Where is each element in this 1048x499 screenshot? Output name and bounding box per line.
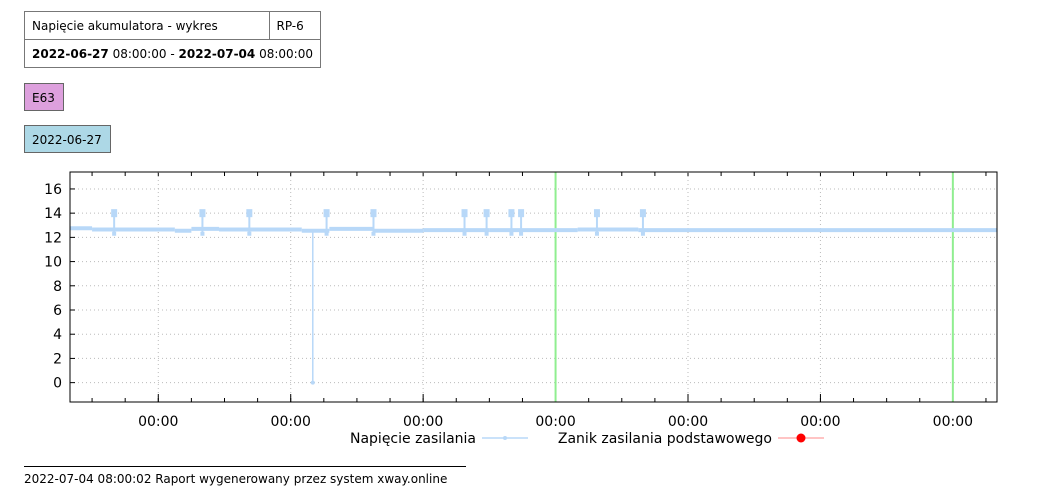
spike-point [323, 209, 330, 218]
y-tick-label: 2 [53, 351, 62, 367]
range-start-time: 08:00:00 [112, 46, 167, 61]
spike-low-point [462, 231, 467, 236]
x-tick-label: 00:00 [668, 414, 708, 430]
spike-low-point [371, 231, 376, 236]
dip-point [310, 380, 315, 385]
spike-low-point [200, 231, 205, 236]
x-tick-label: 00:00 [403, 414, 443, 430]
object-tag: E63 [24, 83, 64, 111]
spike-point [370, 209, 377, 218]
legend-label-napiecie: Napięcie zasilania [350, 431, 476, 447]
x-tick-label: 00:00 [271, 414, 311, 430]
y-tick-label: 16 [44, 182, 62, 198]
report-date-range: 2022-06-27 08:00:00 - 2022-07-04 08:00:0… [24, 39, 321, 68]
spike-low-point [112, 231, 117, 236]
spike-point [246, 209, 253, 218]
y-tick-label: 6 [53, 303, 62, 319]
spike-point [111, 209, 118, 218]
spike-low-point [484, 231, 489, 236]
voltage-chart: 0 2 4 6 8 10 12 14 16 00:00 00:00 00:00 00:00 00:00 00… [44, 171, 998, 447]
legend-swatch-napiecie-point [503, 436, 507, 440]
legend-label-zanik: Zanik zasilania podstawowego [558, 431, 772, 447]
legend-swatch-zanik-point [796, 433, 806, 443]
report-header-table: Napięcie akumulatora - wykres RP-6 2022-… [24, 11, 321, 68]
range-end-date: 2022-07-04 [178, 46, 256, 61]
series-napiecie-zasilania [70, 209, 997, 385]
spike-point [518, 209, 525, 218]
spike-point [199, 209, 206, 218]
spike-low-point [509, 231, 514, 236]
y-tick-label: 10 [44, 255, 62, 271]
y-tick-label: 14 [44, 206, 62, 222]
spike-point [639, 209, 646, 218]
y-tick-label: 12 [44, 230, 62, 246]
range-start-date: 2022-06-27 [32, 46, 109, 61]
x-tick-label: 00:00 [138, 414, 178, 430]
y-tick-label: 8 [53, 279, 62, 295]
report-footer: 2022-07-04 08:00:02 Raport wygenerowany … [24, 466, 466, 486]
spike-point [593, 209, 600, 218]
plot-frame [69, 171, 998, 403]
spike-low-point [324, 231, 329, 236]
spike-point [483, 209, 490, 218]
spike-point [461, 209, 468, 218]
report-code: RP-6 [268, 11, 321, 40]
range-separator: - [170, 46, 175, 61]
y-tick-label: 0 [53, 376, 62, 392]
spike-low-point [640, 231, 645, 236]
x-tick-label: 00:00 [933, 414, 973, 430]
spike-low-point [594, 231, 599, 236]
range-end-time: 08:00:00 [259, 46, 313, 61]
x-tick-label: 00:00 [800, 414, 840, 430]
spike-low-point [247, 231, 252, 236]
spike-low-point [519, 231, 524, 236]
x-tick-label: 00:00 [535, 414, 575, 430]
report-title: Napięcie akumulatora - wykres [24, 11, 270, 40]
y-tick-label: 4 [53, 327, 62, 343]
date-tag: 2022-06-27 [24, 125, 111, 153]
spike-point [508, 209, 515, 218]
